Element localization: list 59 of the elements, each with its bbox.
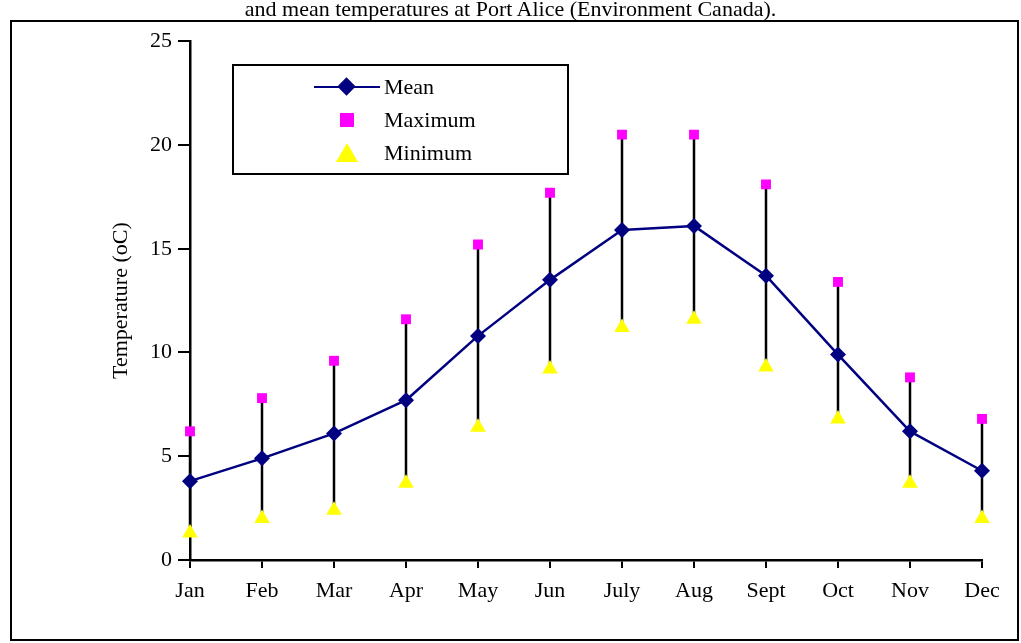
point [758, 267, 774, 284]
point [182, 473, 198, 490]
y-tick-label: 0 [161, 545, 172, 571]
x-tick-label: Feb [245, 576, 279, 602]
point [830, 346, 846, 363]
x-tick-label: Sept [746, 576, 786, 602]
point [185, 426, 195, 437]
point [542, 271, 558, 288]
point [254, 450, 270, 467]
point [545, 187, 555, 198]
point [758, 358, 774, 372]
point [833, 276, 843, 287]
x-tick-label: Jan [175, 576, 205, 602]
point [254, 509, 270, 523]
x-tick-label: July [603, 576, 641, 602]
point [974, 462, 990, 479]
legend-label: Mean [384, 73, 435, 100]
point [974, 509, 990, 523]
point [182, 524, 198, 538]
x-tick-label: Jun [534, 576, 566, 602]
point [329, 355, 339, 366]
x-tick-label: Oct [822, 576, 854, 602]
point [977, 413, 987, 424]
y-tick-label: 10 [150, 338, 172, 364]
point [902, 423, 918, 440]
x-tick-label: May [457, 576, 499, 602]
y-axis-title: Temperature (oC) [106, 222, 132, 379]
x-tick-label: Dec [964, 576, 1000, 602]
point [470, 418, 486, 432]
point [830, 409, 846, 424]
y-tick-label: 15 [150, 234, 172, 260]
point [614, 318, 630, 333]
point [617, 129, 627, 140]
point [257, 393, 267, 404]
point [398, 392, 414, 409]
point [401, 314, 411, 325]
y-tick-label: 25 [150, 26, 172, 52]
point [614, 222, 630, 239]
point [542, 360, 558, 374]
point [398, 474, 414, 488]
legend-label: Minimum [384, 139, 473, 166]
point [905, 372, 915, 383]
point [326, 501, 342, 515]
point [470, 327, 486, 344]
x-tick-label: Aug [675, 576, 713, 602]
point [326, 425, 342, 442]
legend-label: Maximum [384, 106, 476, 133]
y-tick-label: 20 [150, 130, 172, 156]
x-tick-label: Apr [388, 576, 424, 602]
point [686, 310, 702, 324]
y-tick-label: 5 [161, 442, 172, 468]
x-tick-label: Nov [891, 576, 929, 602]
point [473, 239, 483, 250]
chart-title: and mean temperatures at Port Alice (Environment Canada). [243, 0, 778, 21]
point [686, 217, 702, 234]
x-tick-label: Mar [315, 576, 353, 602]
point [689, 129, 699, 140]
point [761, 179, 771, 190]
point [902, 474, 918, 488]
